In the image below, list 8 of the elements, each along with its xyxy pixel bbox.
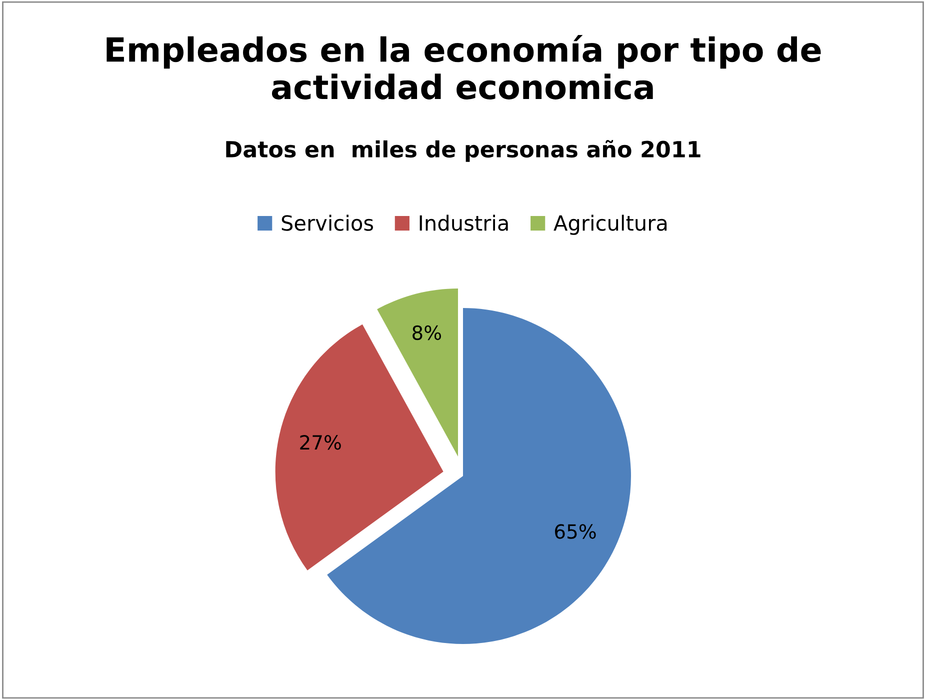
data-label: 65%	[555, 524, 596, 539]
legend-label: Servicios	[282, 214, 374, 231]
legend-label: Industria	[420, 214, 508, 231]
legend-label: Agricultura	[554, 214, 667, 235]
chart-subtitle: Datos en miles de personas año 2011	[226, 140, 700, 162]
data-label: 27%	[300, 435, 341, 450]
data-label: 8%	[412, 325, 441, 340]
chart-title: Empleados en la economía por tipo de actividad economica	[106, 35, 821, 100]
